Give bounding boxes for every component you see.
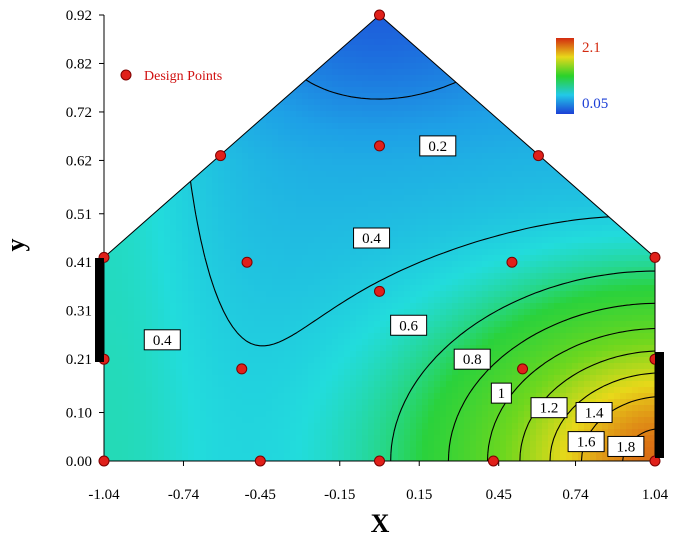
contour-line bbox=[549, 372, 655, 461]
design-point bbox=[241, 256, 253, 268]
design-point bbox=[374, 455, 385, 467]
contour-labels: 0.2 0.4 0.4 0.6 0.8 1 1.2 1.4 1.6 1.8 bbox=[143, 135, 645, 457]
x-tick-label: 0.74 bbox=[562, 487, 589, 503]
colorbar-max-label: 2.1 bbox=[582, 40, 601, 56]
design-point bbox=[236, 363, 248, 375]
legend-label: Design Points bbox=[144, 69, 222, 84]
y-axis-title: y bbox=[1, 239, 30, 252]
contour-label: 1.4 bbox=[575, 402, 613, 424]
legend-marker bbox=[120, 69, 132, 81]
y-tick-label: 0.31 bbox=[66, 304, 92, 320]
x-axis-title: X bbox=[371, 509, 390, 538]
y-tick-label: 0.51 bbox=[66, 207, 92, 223]
x-tick-label: 0.45 bbox=[486, 487, 512, 503]
design-point bbox=[649, 251, 661, 263]
design-point bbox=[254, 455, 266, 467]
colorbar-min-label: 0.05 bbox=[582, 96, 608, 112]
left-edge-bar bbox=[95, 258, 104, 362]
contour-label: 1 bbox=[490, 382, 512, 404]
y-tick-label: 0.62 bbox=[66, 153, 92, 169]
contour-label: 0.2 bbox=[419, 135, 457, 157]
design-point bbox=[215, 150, 227, 162]
contour-label: 1.2 bbox=[530, 397, 568, 419]
contour-label: 0.4 bbox=[353, 227, 391, 249]
design-point bbox=[374, 140, 385, 152]
x-tick-label: 0.15 bbox=[406, 487, 432, 503]
contour-label: 1.8 bbox=[607, 435, 645, 457]
design-point bbox=[517, 363, 529, 375]
contour-line bbox=[447, 302, 655, 461]
x-tick-label: -1.04 bbox=[88, 487, 120, 503]
legend: Design Points bbox=[120, 69, 222, 84]
x-tick-labels: -1.04 -0.74 -0.45 -0.15 0.15 0.45 0.74 1.04 bbox=[88, 487, 668, 503]
x-tick-label: -0.15 bbox=[324, 487, 355, 503]
design-point bbox=[532, 150, 544, 162]
design-point bbox=[98, 455, 110, 467]
y-tick-label: 0.92 bbox=[66, 8, 92, 24]
y-tick-label: 0.72 bbox=[66, 105, 92, 121]
design-point bbox=[374, 285, 385, 297]
design-point bbox=[506, 256, 518, 268]
y-tick-label: 0.00 bbox=[66, 454, 92, 470]
x-tick-label: -0.45 bbox=[245, 487, 276, 503]
contour-label: 0.6 bbox=[390, 314, 428, 336]
design-point bbox=[374, 9, 385, 21]
y-tick-label: 0.21 bbox=[66, 352, 92, 368]
contour-label: 0.8 bbox=[453, 348, 491, 370]
colorbar-gradient bbox=[556, 38, 574, 114]
colorbar: 2.1 0.05 bbox=[556, 38, 608, 114]
y-tick-label: 0.10 bbox=[66, 406, 92, 422]
y-tick-label: 0.41 bbox=[66, 255, 92, 271]
y-tick-labels: 0.00 0.10 0.21 0.31 0.41 0.51 0.62 0.72 0.82 0.92 bbox=[66, 8, 92, 470]
x-tick-label: 1.04 bbox=[642, 487, 669, 503]
contour-line bbox=[390, 270, 655, 461]
right-edge-bar bbox=[655, 352, 664, 458]
contour-label: 1.6 bbox=[567, 431, 605, 453]
design-points bbox=[98, 9, 661, 467]
design-point bbox=[487, 455, 499, 467]
contour-label: 0.4 bbox=[143, 329, 181, 351]
x-tick-label: -0.74 bbox=[168, 487, 200, 503]
y-tick-label: 0.82 bbox=[66, 56, 92, 72]
